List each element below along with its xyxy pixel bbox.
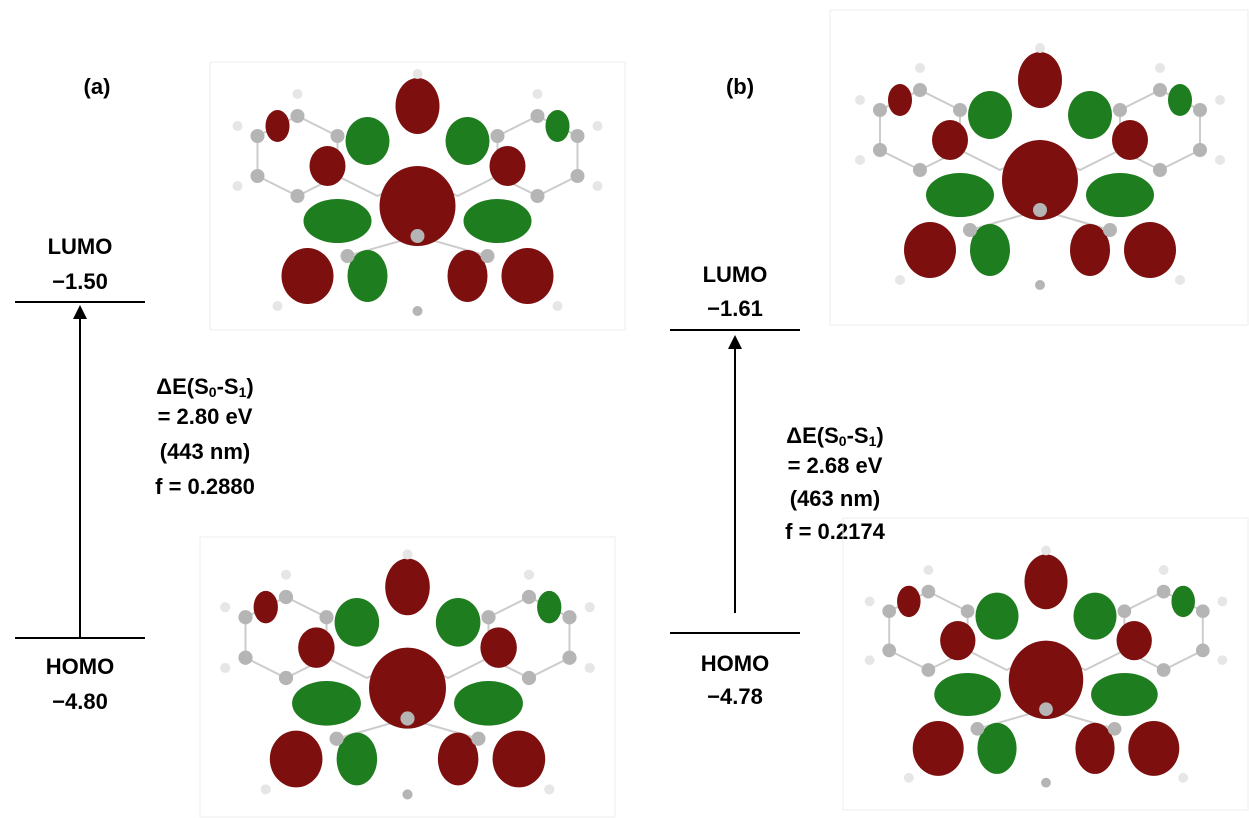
delta-sub: 0 xyxy=(839,433,847,449)
delta-text: ΔE(S xyxy=(786,423,839,448)
panel-label: (b) xyxy=(726,74,754,99)
delta-sub: 0 xyxy=(209,384,217,400)
oscillator-strength: f = 0.2174 xyxy=(785,519,885,544)
delta-text: -S xyxy=(847,423,869,448)
delta-text: -S xyxy=(217,374,239,399)
homo-energy: −4.80 xyxy=(52,689,108,714)
delta-text: ΔE(S xyxy=(156,374,209,399)
delta-sub: 1 xyxy=(239,384,247,400)
transition-wavelength: (463 nm) xyxy=(790,486,880,511)
page: {"panels": [ {"label": "(a)", "lumo": {"… xyxy=(0,0,1249,818)
lumo-orbital-image xyxy=(233,69,603,316)
homo-orbital-image xyxy=(220,549,595,799)
homo-title: HOMO xyxy=(46,654,114,679)
panel-label: (a) xyxy=(84,74,111,99)
transition-energy: = 2.68 eV xyxy=(788,453,883,478)
delta-label: ΔE(S0-S1) xyxy=(786,423,883,449)
lumo-energy: −1.50 xyxy=(52,269,108,294)
delta-label: ΔE(S0-S1) xyxy=(156,374,253,400)
homo-title: HOMO xyxy=(701,651,769,676)
homo-orbital-image xyxy=(865,546,1228,788)
delta-text: ) xyxy=(246,374,253,399)
lumo-title: LUMO xyxy=(703,262,768,287)
homo-energy: −4.78 xyxy=(707,684,763,709)
transition-energy: = 2.80 eV xyxy=(158,404,253,429)
delta-sub: 1 xyxy=(869,433,877,449)
oscillator-strength: f = 0.2880 xyxy=(155,474,255,499)
lumo-title: LUMO xyxy=(48,234,113,259)
figure: (a) LUMO −1.50 HOMO −4.80 ΔE(S0-S1) = 2.… xyxy=(0,0,1249,818)
delta-text: ) xyxy=(876,423,883,448)
transition-wavelength: (443 nm) xyxy=(160,439,250,464)
lumo-energy: −1.61 xyxy=(707,296,763,321)
lumo-orbital-image xyxy=(855,43,1225,290)
